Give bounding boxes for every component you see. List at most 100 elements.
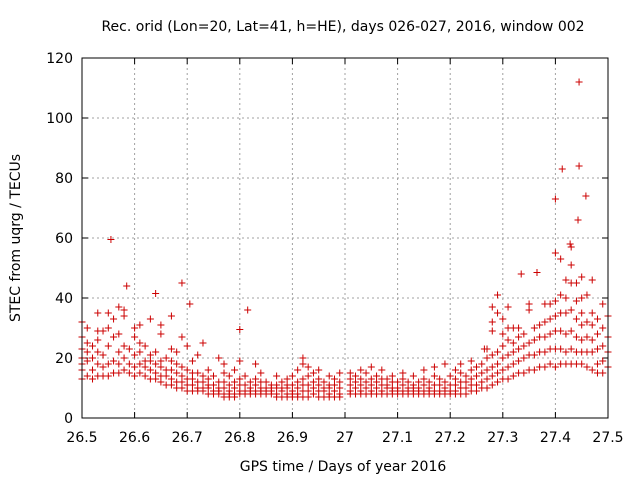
data-point [152, 290, 160, 297]
data-point [488, 381, 496, 389]
data-point [520, 342, 528, 350]
data-point [136, 348, 144, 356]
data-point [294, 390, 302, 398]
data-point [546, 360, 554, 368]
data-point [367, 375, 375, 383]
data-point [588, 321, 596, 329]
data-point [499, 366, 507, 374]
data-point [562, 294, 570, 302]
data-point [562, 276, 570, 284]
data-point [462, 372, 470, 380]
data-point [567, 261, 575, 269]
data-point [478, 378, 486, 386]
data-point [110, 357, 118, 365]
data-point [299, 354, 307, 362]
data-point [315, 366, 323, 374]
data-point [178, 384, 186, 392]
data-point [583, 333, 591, 341]
data-point [210, 381, 217, 389]
grid-lines [82, 58, 608, 418]
data-point [83, 324, 91, 332]
data-point [294, 384, 302, 392]
data-point [557, 345, 565, 353]
data-point [131, 324, 139, 332]
data-point [309, 384, 317, 392]
data-point [551, 312, 559, 320]
data-point [83, 339, 91, 347]
data-point [499, 354, 507, 362]
data-point [509, 360, 517, 368]
data-point [110, 333, 118, 341]
data-point [378, 387, 386, 395]
data-point [494, 378, 502, 386]
data-point [330, 387, 338, 395]
data-point [517, 270, 525, 278]
data-point [152, 360, 160, 368]
data-point [467, 375, 475, 383]
data-point [162, 372, 170, 380]
data-point [215, 354, 223, 362]
data-point [593, 330, 601, 338]
data-point [562, 330, 570, 338]
data-point [220, 360, 228, 368]
data-point [494, 291, 502, 299]
data-point [94, 309, 102, 317]
data-point [104, 360, 112, 368]
data-point [551, 195, 559, 203]
data-point [125, 360, 133, 368]
data-point [262, 378, 270, 386]
data-point [383, 381, 391, 389]
data-point [141, 363, 149, 371]
data-point [167, 366, 175, 374]
data-point [473, 372, 480, 380]
data-point [115, 348, 123, 356]
data-point [178, 279, 186, 287]
data-point [494, 309, 502, 317]
data-point [273, 372, 281, 380]
data-point [504, 363, 512, 371]
data-point [362, 384, 370, 392]
data-point [572, 315, 580, 323]
data-point [167, 357, 175, 365]
data-point [120, 306, 128, 314]
data-point [557, 255, 565, 263]
data-point [246, 384, 254, 392]
data-point [409, 381, 417, 389]
data-point [231, 378, 239, 386]
data-point [288, 372, 296, 380]
data-point [273, 390, 281, 398]
data-point [357, 381, 365, 389]
data-point [504, 336, 512, 344]
data-point [120, 312, 128, 320]
data-point [173, 360, 181, 368]
data-point [131, 351, 139, 359]
data-point [315, 381, 323, 389]
data-point [572, 279, 580, 287]
data-point [178, 333, 186, 341]
data-point [178, 378, 186, 386]
data-point [533, 269, 541, 276]
data-point [336, 378, 344, 386]
data-point [188, 381, 196, 389]
data-point [436, 381, 444, 389]
data-point [273, 381, 281, 389]
data-point [157, 330, 165, 338]
data-point [399, 381, 407, 389]
data-point [394, 384, 402, 392]
data-point [451, 381, 459, 389]
data-point [152, 348, 160, 356]
data-point [278, 378, 286, 386]
data-point [99, 351, 107, 359]
data-point [330, 375, 338, 383]
data-point [462, 378, 470, 386]
data-point [436, 375, 444, 383]
data-point [551, 249, 559, 257]
data-point [599, 357, 607, 365]
data-point [404, 378, 412, 386]
data-point [509, 339, 517, 347]
data-point [236, 326, 244, 333]
data-point [162, 354, 170, 362]
data-point [199, 378, 207, 386]
x-tick-label: 26.8 [224, 430, 255, 446]
data-point [541, 348, 549, 356]
